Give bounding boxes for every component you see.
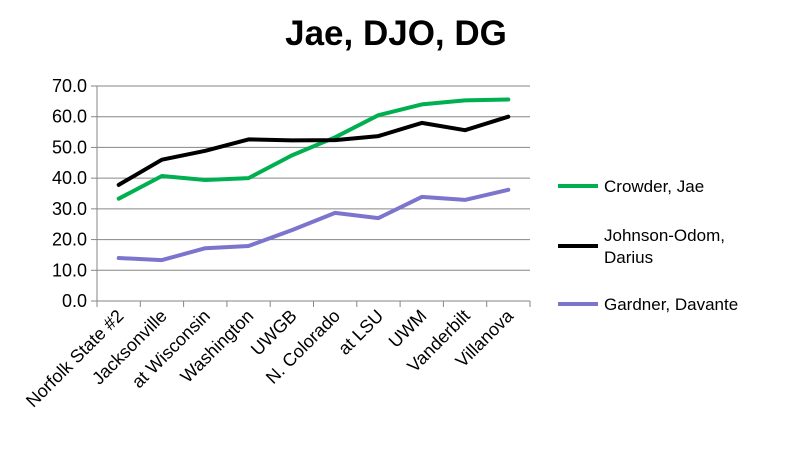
legend-label: Crowder, Jae: [604, 177, 704, 196]
y-tick-label: 10.0: [52, 260, 87, 280]
x-tick-label: at LSU: [334, 306, 387, 359]
y-tick-label: 40.0: [52, 168, 87, 188]
series-line: [116, 97, 511, 201]
y-tick-label: 30.0: [52, 199, 87, 219]
y-tick-label: 50.0: [52, 137, 87, 157]
y-tick-label: 0.0: [62, 291, 87, 311]
chart-title: Jae, DJO, DG: [285, 14, 507, 53]
y-tick-label: 20.0: [52, 230, 87, 250]
y-tick-label: 60.0: [52, 107, 87, 127]
y-tick-label: 70.0: [52, 76, 87, 96]
series-line: [116, 187, 511, 263]
series-line: [116, 114, 511, 187]
legend-label: Gardner, Davante: [604, 295, 738, 314]
legend-label: Johnson-Odom, Darius: [604, 226, 725, 267]
